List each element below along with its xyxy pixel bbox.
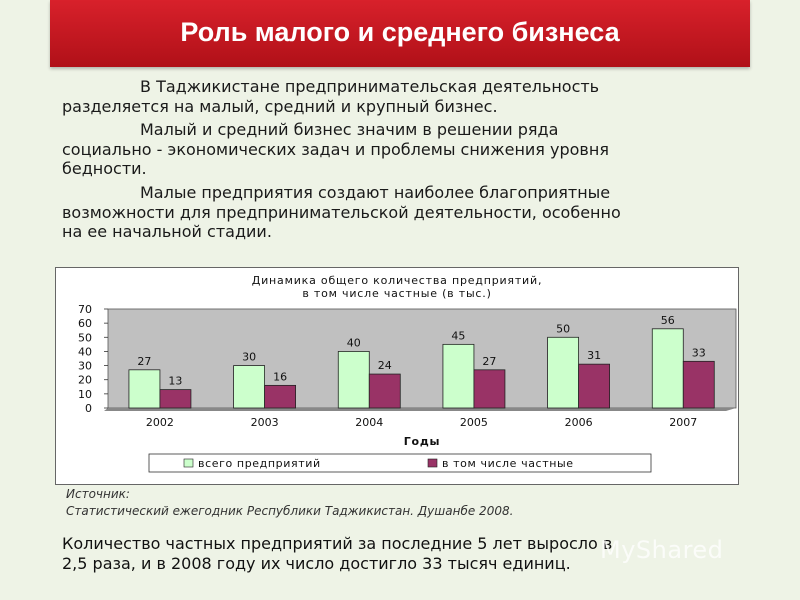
legend-label: в том числе частные <box>442 457 574 470</box>
bar-value-label: 27 <box>482 355 496 368</box>
y-tick-label: 30 <box>78 360 92 373</box>
source-block: Источник: Статистический ежегодник Респу… <box>66 486 513 520</box>
x-tick-label: 2003 <box>251 416 279 429</box>
bar-value-label: 16 <box>273 370 287 383</box>
summary-line: 2,5 раза, и в 2008 году их число достигл… <box>62 554 571 573</box>
bar-value-label: 40 <box>347 336 361 349</box>
bar <box>473 369 506 409</box>
paragraph-line: Малый и средний бизнес значим в решении … <box>140 120 559 139</box>
legend-box <box>148 453 652 473</box>
source-label: Источник: <box>66 487 130 501</box>
x-tick-label: 2006 <box>565 416 593 429</box>
paragraph-line: социально - экономических задач и пробле… <box>62 139 609 159</box>
bar-value-label: 24 <box>378 359 392 372</box>
paragraph-2: Малый и средний бизнес значим в решении … <box>62 120 752 179</box>
legend-swatch <box>427 458 438 468</box>
y-tick-label: 10 <box>78 388 92 401</box>
bar <box>159 389 192 409</box>
bar <box>233 365 266 409</box>
bar-value-label: 13 <box>168 375 182 388</box>
paragraph-line: возможности для предпринимательской деят… <box>62 202 621 222</box>
paragraph-line: на ее начальной стадии. <box>62 222 272 241</box>
summary-text: Количество частных предприятий за послед… <box>62 534 752 574</box>
bar-value-label: 50 <box>556 322 570 335</box>
bar <box>337 351 370 409</box>
y-tick-label: 20 <box>78 374 92 387</box>
y-tick-label: 50 <box>78 331 92 344</box>
bar <box>264 384 297 409</box>
bar-value-label: 33 <box>692 346 706 359</box>
chart-container: Динамика общего количества предприятий, … <box>55 267 739 485</box>
bar-value-label: 30 <box>242 351 256 364</box>
bar <box>547 336 580 409</box>
summary-line: Количество частных предприятий за послед… <box>62 534 613 553</box>
paragraph-line: В Таджикистане предпринимательская деяте… <box>140 77 600 96</box>
legend-label: всего предприятий <box>198 457 321 470</box>
x-tick-label: 2007 <box>669 416 697 429</box>
title-bar: Роль малого и среднего бизнеса <box>50 0 750 67</box>
bar-value-label: 56 <box>661 314 675 327</box>
plot-floor <box>104 408 736 411</box>
chart-title-line-2: в том числе частные (в тыс.) <box>302 287 491 300</box>
source-text: Статистический ежегодник Республики Тадж… <box>66 504 514 518</box>
x-tick-label: 2004 <box>355 416 383 429</box>
paragraph-1: В Таджикистане предпринимательская деяте… <box>62 77 752 116</box>
plot-area <box>107 308 737 409</box>
bar-value-label: 45 <box>451 329 465 342</box>
legend-swatch <box>183 458 194 468</box>
y-tick-label: 0 <box>85 402 92 415</box>
bar <box>651 328 684 409</box>
watermark-logo: MyShared <box>600 536 724 564</box>
y-tick-label: 70 <box>78 303 92 316</box>
chart-title-line-1: Динамика общего количества предприятий, <box>252 274 543 287</box>
bar-value-label: 31 <box>587 349 601 362</box>
paragraph-3: Малые предприятия создают наиболее благо… <box>62 183 752 242</box>
bar <box>442 343 475 409</box>
y-tick-label: 60 <box>78 317 92 330</box>
paragraph-line: разделяется на малый, средний и крупный … <box>62 96 498 116</box>
bar <box>682 360 715 409</box>
x-tick-label: 2005 <box>460 416 488 429</box>
paragraph-line: бедности. <box>62 159 147 178</box>
bar-value-label: 27 <box>137 355 151 368</box>
bar <box>368 373 401 409</box>
paragraph-line: Малые предприятия создают наиболее благо… <box>140 183 611 202</box>
x-tick-label: 2002 <box>146 416 174 429</box>
bar <box>128 369 161 409</box>
bar <box>578 363 610 409</box>
y-tick-label: 40 <box>78 345 92 358</box>
slide-title: Роль малого и среднего бизнеса <box>180 17 620 47</box>
bar-chart: Динамика общего количества предприятий, … <box>78 274 737 473</box>
x-axis-label: Годы <box>404 435 441 448</box>
